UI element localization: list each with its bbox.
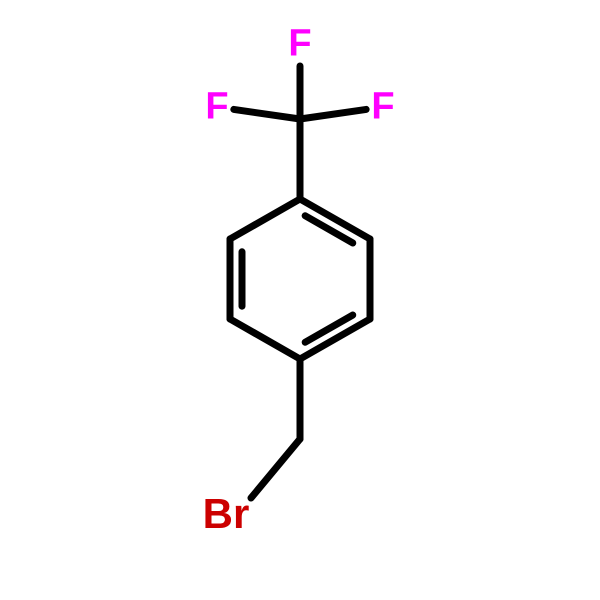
fluorine-right-label: F xyxy=(371,86,394,129)
fluorine-left-label: F xyxy=(205,86,228,129)
bromine-label: Br xyxy=(203,490,250,538)
molecule-canvas xyxy=(0,0,600,600)
fluorine-top-label: F xyxy=(288,23,311,66)
